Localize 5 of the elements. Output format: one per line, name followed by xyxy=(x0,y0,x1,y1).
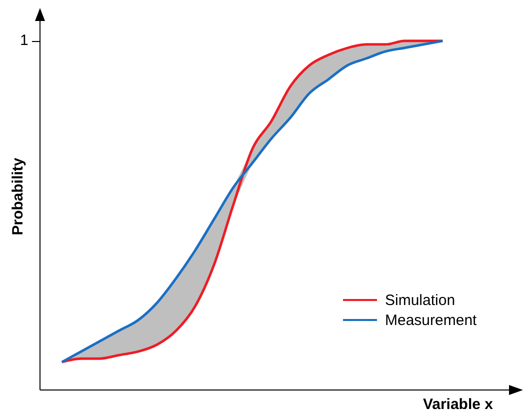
y-axis-title: Probability xyxy=(10,156,26,238)
legend-label: Simulation xyxy=(385,292,456,308)
legend-label: Measurement xyxy=(385,312,477,328)
text: 1 xyxy=(20,32,28,49)
x-axis-title: Variable x xyxy=(422,396,493,413)
